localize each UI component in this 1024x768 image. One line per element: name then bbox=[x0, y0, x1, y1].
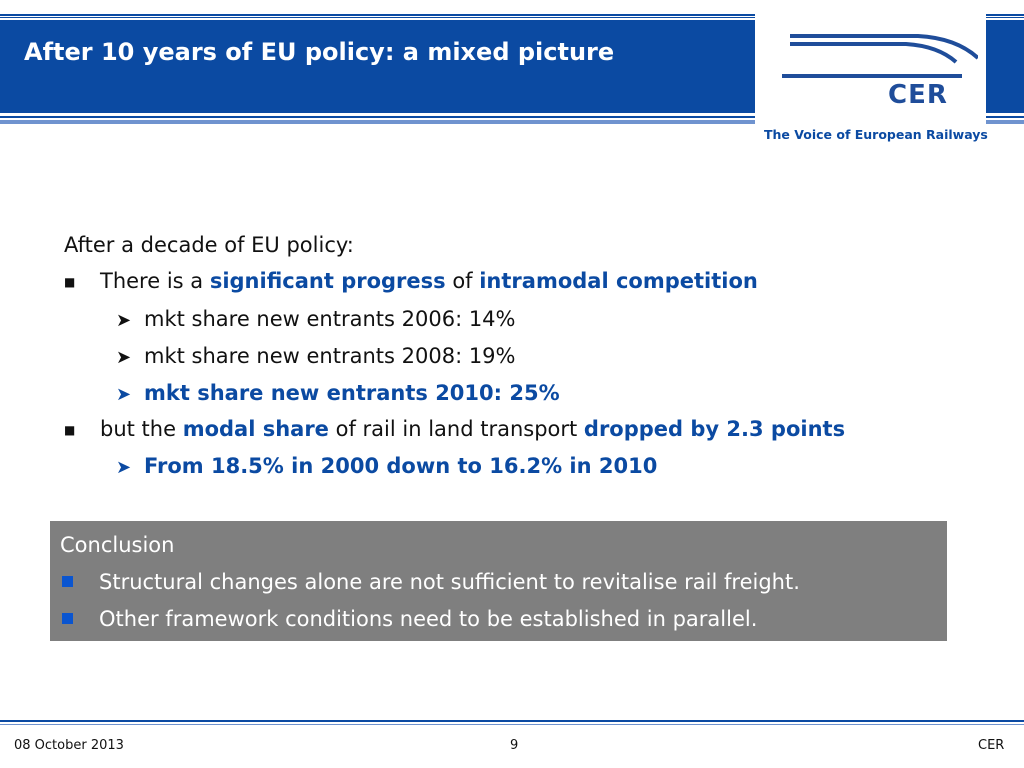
square-bullet-icon: ■ bbox=[64, 275, 76, 289]
conclusion-title-text: Conclusion bbox=[60, 533, 175, 557]
header-top-line bbox=[0, 14, 1024, 16]
sub-bullet-text: mkt share new entrants 2010: 25% bbox=[144, 381, 560, 405]
point1-mid: of bbox=[445, 269, 480, 293]
footer-org: CER bbox=[978, 738, 1005, 753]
blue-square-bullet-icon bbox=[62, 612, 73, 624]
sub-bullet-text: From 18.5% in 2000 down to 16.2% in 2010 bbox=[144, 454, 658, 478]
arrow-bullet-icon: ➤ bbox=[116, 347, 132, 368]
bullet-point-1: ■ There is a significant progress of intr… bbox=[64, 266, 758, 296]
tagline: The Voice of European Railways bbox=[764, 127, 988, 142]
point1-highlight-1: significant progress bbox=[209, 269, 446, 293]
conclusion-item-text: Structural changes alone are not suffici… bbox=[99, 570, 800, 594]
logo-box bbox=[755, 14, 986, 125]
blue-square-bullet-icon bbox=[62, 575, 73, 587]
sub-bullet-2008: ➤ mkt share new entrants 2008: 19% bbox=[116, 341, 516, 371]
header-bottom-line-2 bbox=[0, 120, 1024, 124]
sub-bullet-2010: ➤ mkt share new entrants 2010: 25% bbox=[116, 378, 560, 408]
footer-date: 08 October 2013 bbox=[14, 738, 124, 753]
sub-bullet-2006: ➤ mkt share new entrants 2006: 14% bbox=[116, 304, 516, 334]
sub-bullet-text: mkt share new entrants 2008: 19% bbox=[144, 344, 516, 368]
intro-text: After a decade of EU policy: bbox=[64, 233, 354, 257]
conclusion-item-text: Other framework conditions need to be es… bbox=[99, 607, 758, 631]
conclusion-item: Structural changes alone are not suffici… bbox=[62, 567, 800, 597]
point2-pre: but the bbox=[100, 417, 183, 441]
intro-line: After a decade of EU policy: bbox=[64, 230, 354, 260]
footer-rule bbox=[0, 720, 1024, 722]
square-bullet-icon: ■ bbox=[64, 423, 76, 437]
header-bottom-line bbox=[0, 116, 1024, 118]
cer-logo-text: CER bbox=[888, 80, 948, 110]
point2-highlight-1: modal share bbox=[182, 417, 329, 441]
point1-highlight-2: intramodal competition bbox=[479, 269, 758, 293]
conclusion-title: Conclusion bbox=[60, 530, 174, 560]
arrow-bullet-icon: ➤ bbox=[116, 384, 132, 405]
sub-bullet-modal-share: ➤ From 18.5% in 2000 down to 16.2% in 201… bbox=[116, 451, 657, 481]
arrow-bullet-icon: ➤ bbox=[116, 457, 132, 478]
footer-rule-2 bbox=[0, 724, 1024, 725]
sub-bullet-text: mkt share new entrants 2006: 14% bbox=[144, 307, 516, 331]
point1-pre: There is a bbox=[100, 269, 210, 293]
bullet-point-2: ■ but the modal share of rail in land tra… bbox=[64, 414, 845, 444]
conclusion-item: Other framework conditions need to be es… bbox=[62, 604, 757, 634]
point2-highlight-2: dropped by 2.3 points bbox=[583, 417, 846, 441]
slide-title: After 10 years of EU policy: a mixed pic… bbox=[24, 38, 615, 66]
header-top-line-2 bbox=[0, 17, 1024, 18]
point2-mid: of rail in land transport bbox=[328, 417, 584, 441]
footer-page-number: 9 bbox=[510, 738, 519, 753]
cer-train-logo-icon bbox=[782, 34, 978, 78]
conclusion-box: Conclusion Structural changes alone are … bbox=[50, 521, 947, 641]
arrow-bullet-icon: ➤ bbox=[116, 310, 132, 331]
